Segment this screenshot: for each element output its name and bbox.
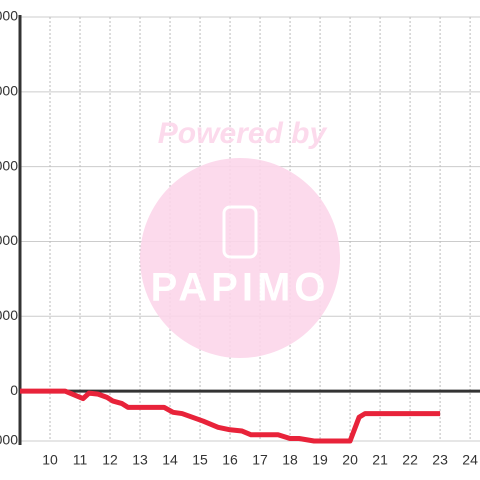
x-tick-label: 10 [42, 452, 58, 468]
x-tick-label: 18 [282, 452, 298, 468]
watermark-top: Powered by [158, 117, 328, 150]
y-tick-label: 90,000 [0, 157, 18, 173]
watermark: Powered by PAPIMO [140, 117, 340, 358]
y-tick-label: 0 [10, 382, 18, 398]
watermark-bottom: PAPIMO [151, 266, 330, 310]
x-tick-label: 13 [132, 452, 148, 468]
x-tick-label: 20 [342, 452, 358, 468]
x-tick-label: 11 [73, 452, 88, 468]
y-tick-label: 60,000 [0, 232, 18, 248]
y-tick-label: 30,000 [0, 307, 18, 323]
x-tick-label: 19 [312, 452, 328, 468]
watermark-icon [222, 205, 258, 259]
x-tick-label: 15 [192, 452, 208, 468]
x-tick-label: 21 [372, 452, 388, 468]
x-tick-label: 14 [162, 452, 178, 468]
x-tick-label: 12 [102, 452, 118, 468]
x-tick-label: 17 [252, 452, 268, 468]
x-tick-label: 16 [222, 452, 238, 468]
y-tick-label: 120,000 [0, 83, 18, 99]
x-tick-label: 23 [432, 452, 448, 468]
line [20, 388, 441, 444]
x-tick-label: 24 [462, 452, 478, 468]
y-tick-label: -20,000 [0, 432, 18, 448]
x-tick-label: 22 [402, 452, 418, 468]
y-tick-label: 150,000 [0, 8, 18, 24]
